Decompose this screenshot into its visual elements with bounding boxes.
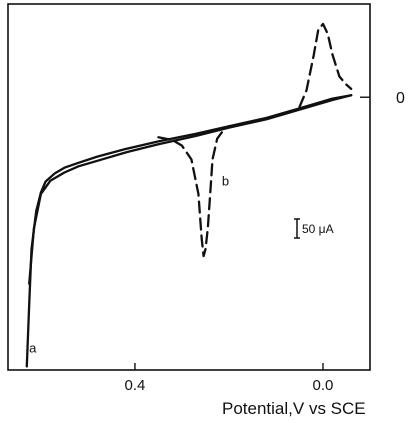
ticks-layer: 0.4 0.0 0 (125, 90, 405, 394)
series-layer (25, 22, 353, 368)
x-tick-label-1: 0.0 (313, 377, 334, 394)
y-tick-label-0: 0 (396, 90, 405, 107)
annotation-layer: ab (29, 174, 229, 356)
x-tick-label-0: 0.4 (125, 377, 146, 394)
scale-bar: 50 μA (294, 218, 334, 239)
series-line-b (157, 125, 231, 258)
curve-label-a: a (29, 341, 37, 356)
curve-label-b: b (222, 174, 229, 189)
scale-bar-label: 50 μA (302, 222, 334, 236)
x-axis-label: Potential,V vs SCE (222, 399, 366, 418)
plot-frame (7, 3, 371, 371)
series-line-b-anodic (298, 22, 353, 109)
series-line-a-return (28, 94, 353, 285)
